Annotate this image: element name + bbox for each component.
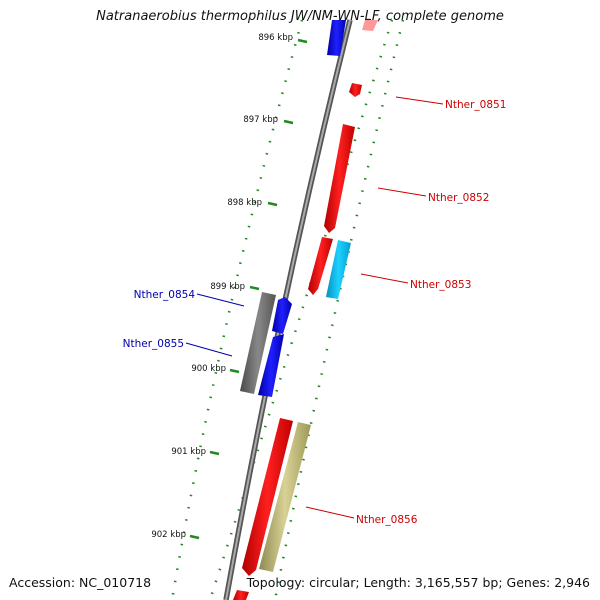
gene-label-nther-0855: Nther_0855: [123, 338, 184, 350]
tick-label: 899 kbp: [210, 282, 245, 292]
gene-nther-0852: [324, 124, 355, 233]
tick-label: 901 kbp: [171, 447, 206, 457]
gene-nther-0856: [259, 422, 311, 572]
gene-blue-small: [272, 297, 292, 334]
gene-nther-0851: [349, 83, 362, 97]
gene-label-nther-0852: Nther_0852: [428, 192, 489, 204]
gene-partial-bottom: [233, 590, 249, 600]
tick-label: 896 kbp: [258, 33, 293, 43]
gene-nther-0854: [240, 292, 276, 394]
tick-mark: [267, 201, 278, 207]
tick-mark: [297, 38, 308, 44]
leader-nther-0854: [196, 293, 245, 307]
tick-mark: [249, 285, 260, 291]
gene-red-near-0853: [308, 237, 333, 295]
leader-nther-0856: [305, 506, 355, 519]
gene-nther-0855: [258, 334, 284, 397]
gene-label-nther-0851: Nther_0851: [445, 99, 506, 111]
tick-mark: [229, 368, 240, 374]
tick-label: 902 kbp: [151, 530, 186, 540]
outer-dotted-ring: [208, 19, 394, 600]
tick-mark: [283, 119, 294, 125]
gene-partial-top: [362, 20, 378, 31]
right-dotted-ring: [273, 19, 405, 600]
gene-red-near-0856: [242, 418, 293, 576]
tick-marks: [189, 38, 308, 540]
leader-nther-0852: [377, 187, 427, 197]
leader-nther-0855: [185, 342, 233, 357]
accession-text: Accession: NC_010718: [9, 575, 152, 590]
tick-mark: [209, 450, 220, 456]
gene-label-nther-0854: Nther_0854: [134, 289, 196, 301]
leader-nther-0853: [360, 273, 409, 284]
gene-nther-0853: [326, 240, 351, 299]
genome-summary-text: Topology: circular; Length: 3,165,557 bp…: [246, 575, 590, 590]
leader-nther-0851: [395, 96, 444, 105]
tick-label: 897 kbp: [243, 115, 278, 125]
gene-blue-top: [327, 20, 346, 56]
tick-mark: [189, 534, 200, 540]
gene-label-nther-0853: Nther_0853: [410, 279, 471, 291]
gene-label-nther-0856: Nther_0856: [356, 514, 418, 526]
tick-label: 900 kbp: [191, 364, 226, 374]
tick-label: 898 kbp: [227, 198, 262, 208]
